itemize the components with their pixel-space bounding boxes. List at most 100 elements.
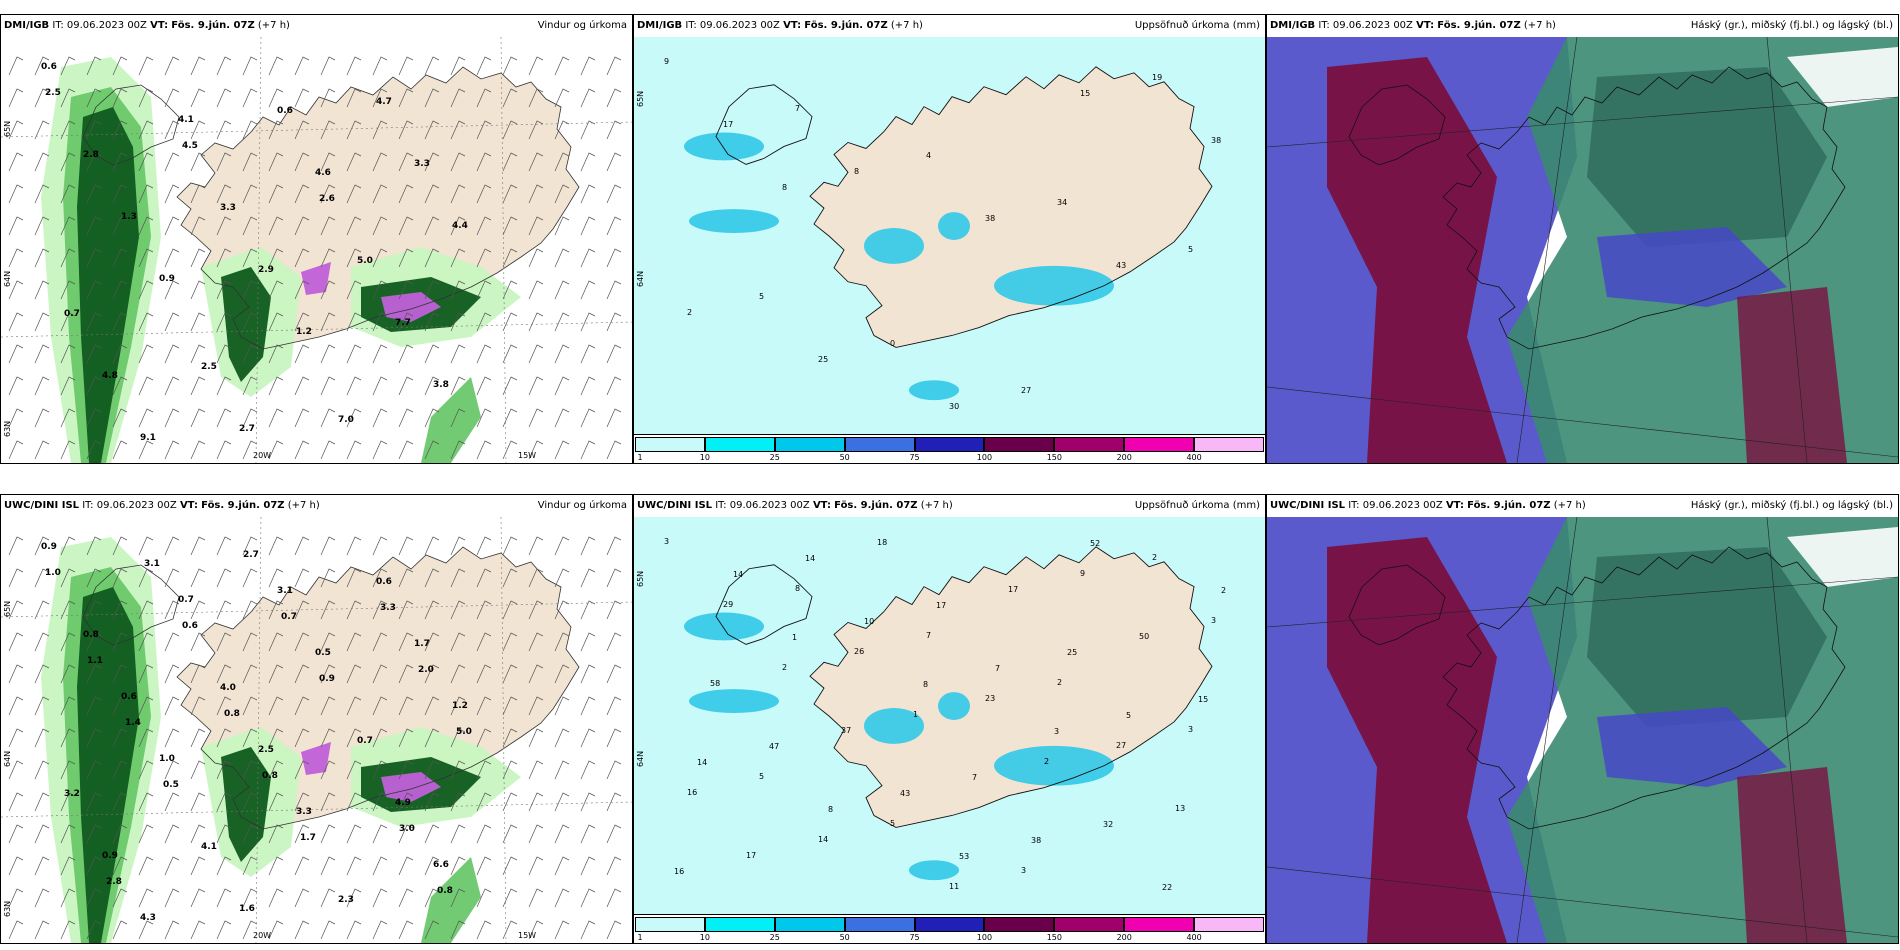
latitude-label: 65N <box>3 600 12 617</box>
precip-value-label: 0.7 <box>178 595 194 605</box>
colorbar: 1 10 25 50 75 100 150 200 400 <box>634 914 1265 943</box>
precip-total-label: 43 <box>1116 261 1127 270</box>
precip-band <box>381 772 441 802</box>
precip-value-label: 0.9 <box>319 674 335 684</box>
map-area: 3 8 7 2 3 5 5 3 2 29 26 23 27 16 14 11 9 3 2 1 2 13 17 18 17 50 58… <box>634 517 1265 915</box>
precip-total-label: 25 <box>1067 648 1078 657</box>
precip-value-label: 3.3 <box>414 159 430 169</box>
precip-total-label: 8 <box>923 680 929 689</box>
valid-label: VT: <box>150 20 169 31</box>
colorbar-swatch <box>635 917 705 932</box>
colorbar-swatch <box>635 437 705 452</box>
map-area <box>1267 517 1898 943</box>
latitude-label: 64N <box>636 750 645 767</box>
precip-total-label: 0 <box>890 339 896 348</box>
longitude-label: 15W <box>518 931 537 940</box>
colorbar-tick: 10 <box>699 453 710 462</box>
colorbar-tick: 200 <box>1116 933 1132 942</box>
precip-total-label: 30 <box>949 402 960 411</box>
precip-total-label: 17 <box>746 851 757 860</box>
precip-total-label: 14 <box>818 835 829 844</box>
precip-total-label: 2 <box>1057 678 1063 687</box>
panel-header: DMI/IGB IT: 09.06.2023 00Z VT: Fös. 9.jú… <box>1267 15 1898 37</box>
precip-total-label: 5 <box>1126 711 1132 720</box>
cloud-layer <box>1787 47 1898 107</box>
panel-uwc-wind: UWC/DINI ISL IT: 09.06.2023 00Z VT: Fös.… <box>0 494 633 944</box>
colorbar-tick: 10 <box>699 933 710 942</box>
map-svg <box>1267 37 1898 463</box>
colorbar-tick: 50 <box>839 933 850 942</box>
cloud-layer <box>1327 57 1507 463</box>
longitude-label: 20W <box>253 931 272 940</box>
precip-value-label: 0.8 <box>262 771 278 781</box>
precip-area <box>938 692 970 720</box>
model-name: UWC/DINI ISL <box>637 500 713 511</box>
precip-value-label: 4.3 <box>140 913 156 923</box>
precip-value-label: 4.6 <box>315 168 331 178</box>
precip-value-label: 6.6 <box>433 860 449 870</box>
precip-value-label: 4.1 <box>178 115 194 125</box>
colorbar-swatch <box>914 437 985 452</box>
lead-time: (+7 h) <box>257 20 290 31</box>
precip-total-label: 38 <box>1211 136 1222 145</box>
precip-total-label: 3 <box>664 537 670 546</box>
precip-total-label: 3 <box>1211 616 1217 625</box>
precip-total-label: 3 <box>1188 725 1194 734</box>
latitude-label: 63N <box>3 420 12 437</box>
product-title: Uppsöfnuð úrkoma (mm) <box>1134 20 1260 31</box>
valid-time: Fös. 9.jún. 07Z <box>1467 500 1551 511</box>
latitude-label: 65N <box>636 570 645 587</box>
precip-total-label: 2 <box>782 663 788 672</box>
run-info: DMI/IGB IT: 09.06.2023 00Z VT: Fös. 9.jú… <box>1270 15 1556 37</box>
precip-total-label: 15 <box>1198 695 1209 704</box>
colorbar-swatch <box>1194 437 1264 452</box>
colorbar-swatch <box>774 917 845 932</box>
precip-total-label: 23 <box>985 694 996 703</box>
model-name: DMI/IGB <box>637 20 683 31</box>
cloud-layer <box>1737 767 1847 943</box>
precip-band <box>421 857 481 943</box>
precip-value-label: 0.6 <box>376 577 392 587</box>
precip-total-label: 10 <box>864 617 875 626</box>
precip-total-label: 16 <box>674 867 685 876</box>
colorbar-tick: 400 <box>1186 933 1202 942</box>
precip-value-label: 3.2 <box>64 789 80 799</box>
precip-total-label: 1 <box>792 633 798 642</box>
precip-total-label: 52 <box>1090 539 1101 548</box>
colorbar-tick: 75 <box>909 933 920 942</box>
precip-value-label: 0.8 <box>83 630 99 640</box>
init-time: IT: 09.06.2023 00Z <box>52 20 147 31</box>
precip-value-label: 1.7 <box>300 833 316 843</box>
precip-total-label: 27 <box>1021 386 1032 395</box>
latitude-label: 64N <box>636 270 645 287</box>
colorbar-tick: 75 <box>909 453 920 462</box>
colorbar-swatch <box>704 437 775 452</box>
map-area: 0.9 0.7 0.5 1.2 1.0 3.3 6.6 4.3 3.1 1.7 0.6 2.5 4.9 0… <box>1 517 632 943</box>
precip-area <box>909 860 959 881</box>
precip-area <box>938 212 970 240</box>
precip-value-label: 3.8 <box>433 380 449 390</box>
precip-value-label: 4.1 <box>201 842 217 852</box>
init-time: IT: 09.06.2023 00Z <box>715 500 810 511</box>
precip-area <box>689 209 779 234</box>
product-title: Vindur og úrkoma <box>537 500 627 511</box>
precip-total-label: 8 <box>795 584 801 593</box>
precip-total-label: 11 <box>949 882 960 891</box>
precip-total-label: 19 <box>1152 73 1163 82</box>
precip-value-label: 1.6 <box>239 904 255 914</box>
precip-total-label: 22 <box>1162 883 1173 892</box>
colorbar: 1 10 25 50 75 100 150 200 400 <box>634 434 1265 463</box>
precip-total-label: 8 <box>854 167 860 176</box>
valid-label: VT: <box>1416 20 1435 31</box>
latitude-label: 64N <box>3 750 12 767</box>
precip-total-label: 2 <box>1152 553 1158 562</box>
precip-value-label: 1.2 <box>452 701 468 711</box>
precip-band <box>77 107 139 463</box>
colorbar-swatch <box>984 917 1055 932</box>
product-title: Háský (gr.), miðský (fj.bl.) og lágský (… <box>1690 500 1893 511</box>
cloud-layer <box>1737 287 1847 463</box>
colorbar-swatch <box>984 437 1055 452</box>
valid-label: VT: <box>783 20 802 31</box>
panel-header: UWC/DINI ISL IT: 09.06.2023 00Z VT: Fös.… <box>1 495 632 517</box>
precip-value-label: 2.6 <box>319 194 335 204</box>
